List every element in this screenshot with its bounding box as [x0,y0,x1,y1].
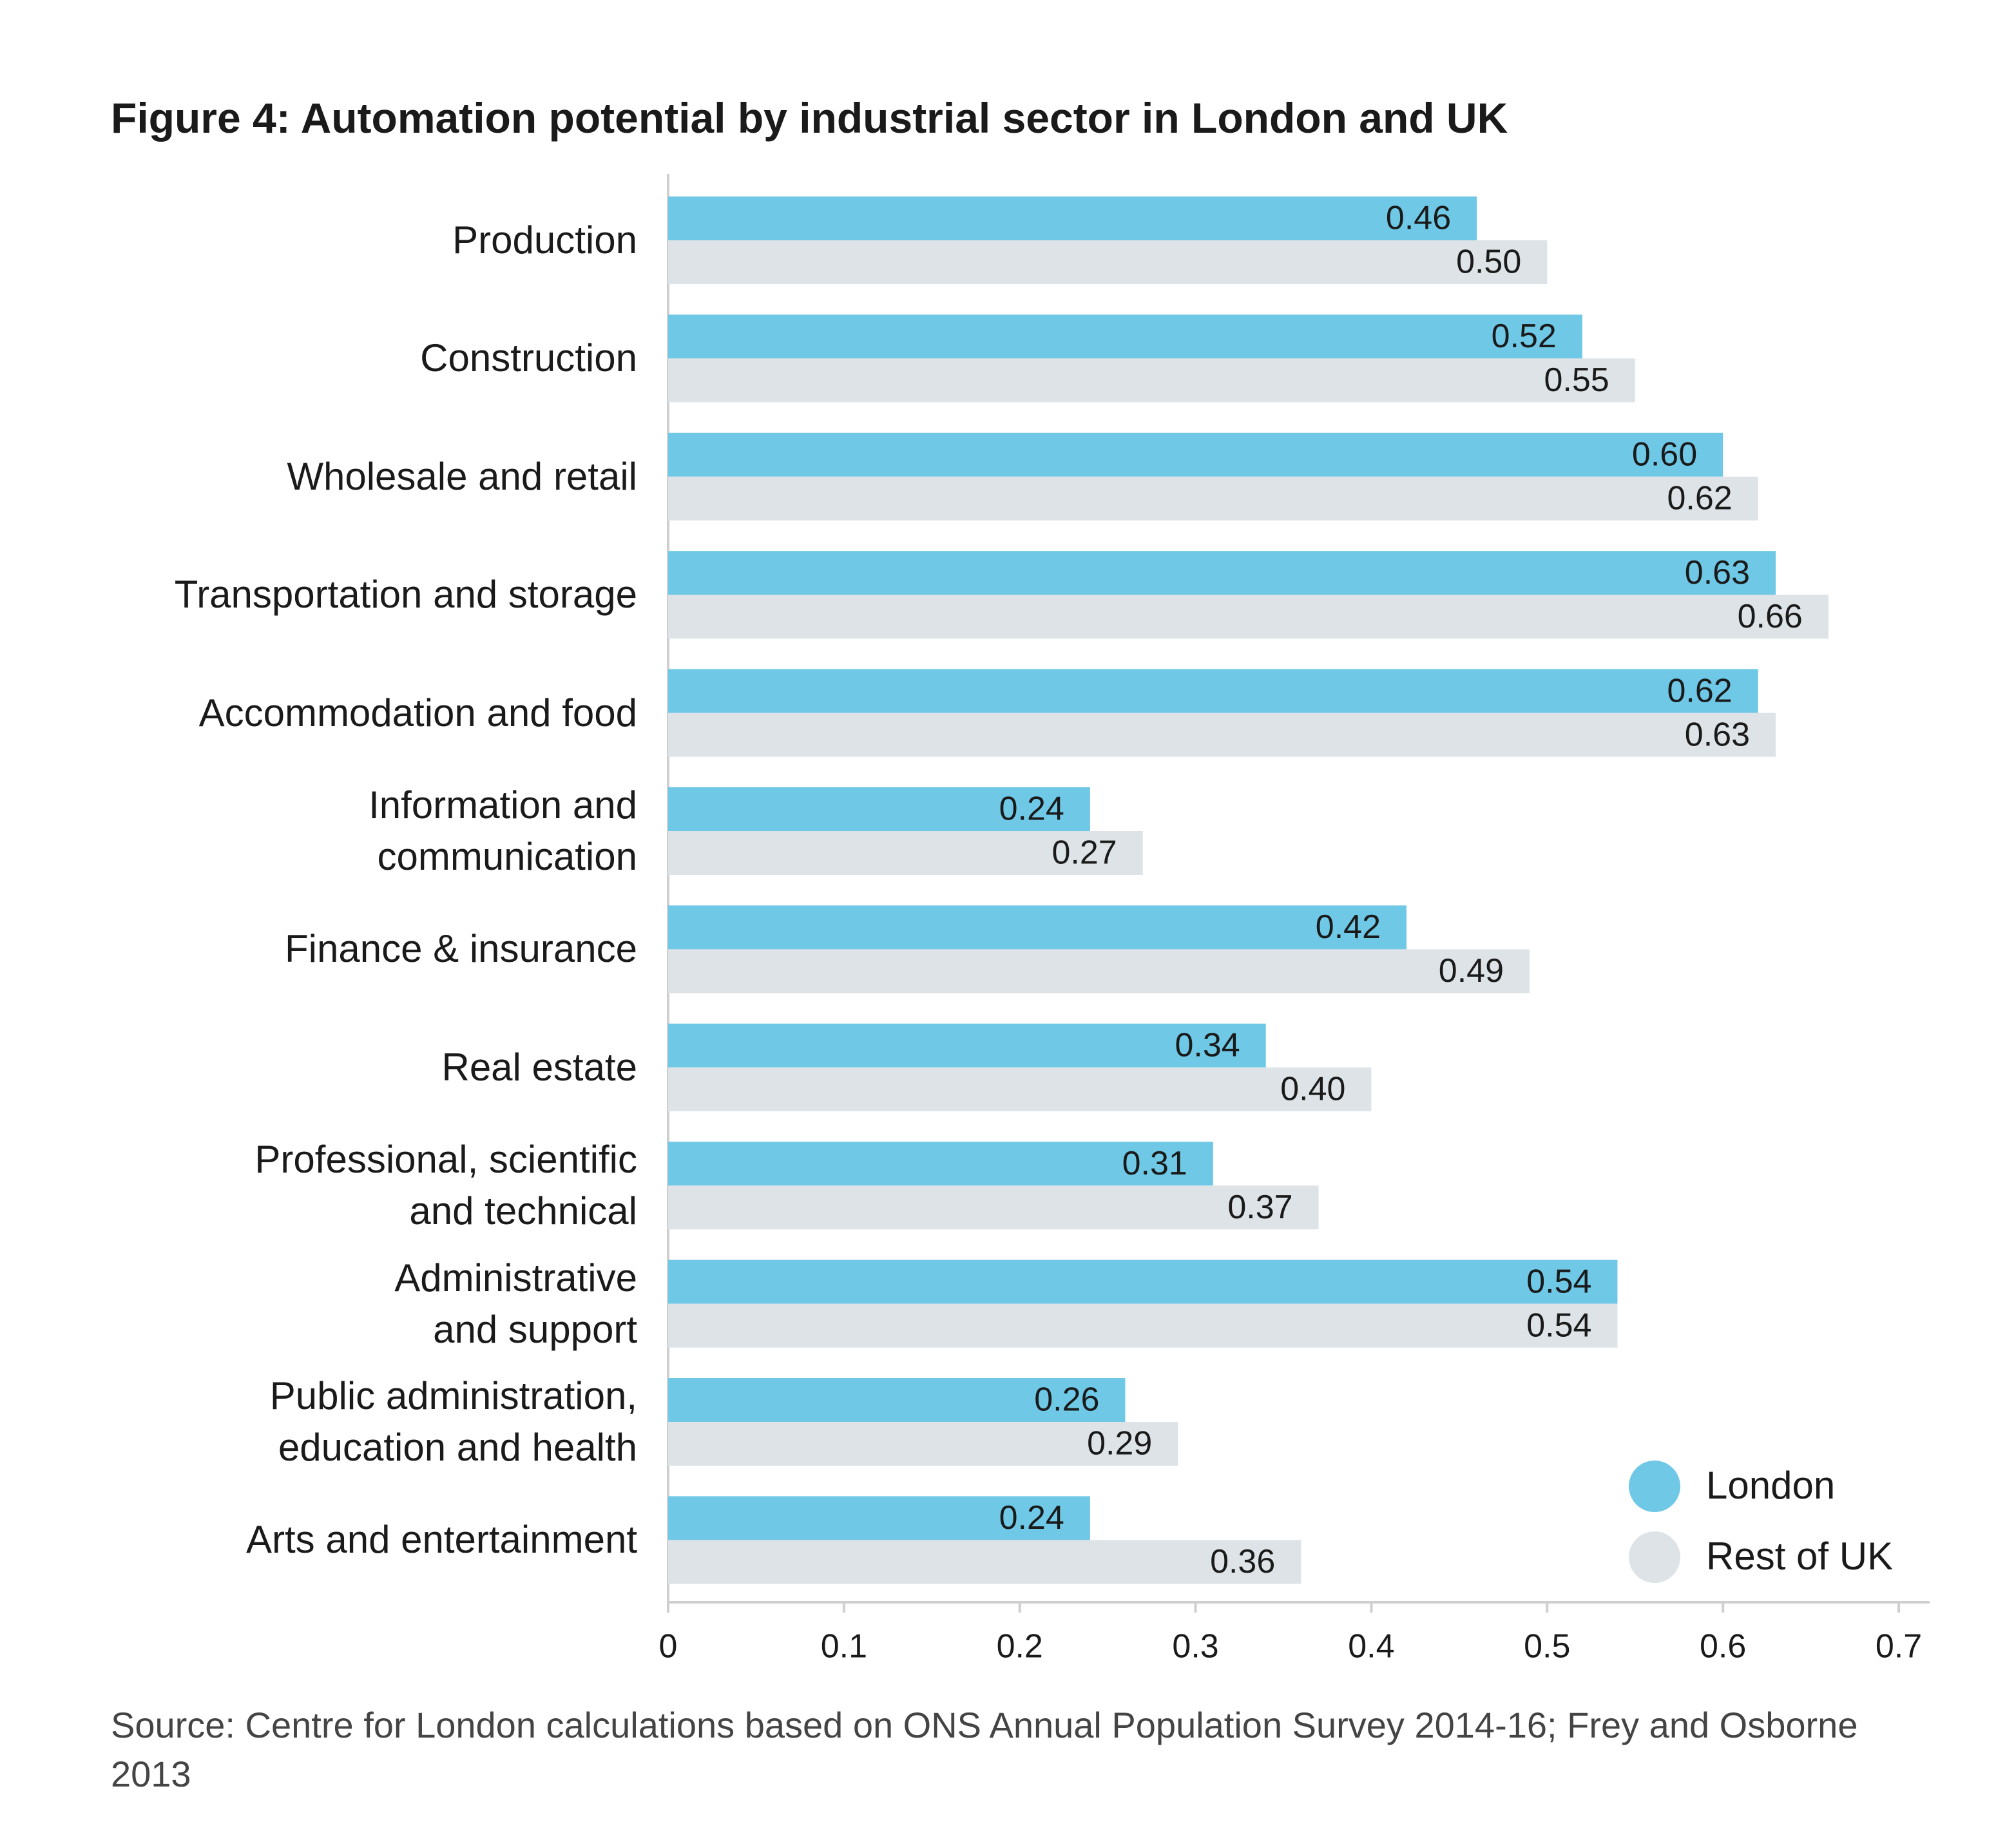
y-tick-label: Arts and entertainment [245,1518,637,1562]
bar [668,1067,1372,1111]
bar [668,1260,1618,1304]
value-label: 0.50 [1456,244,1521,281]
value-label: 0.66 [1738,598,1803,635]
value-label: 0.49 [1439,952,1504,990]
y-tick-label: Finance & insurance [285,927,637,971]
value-label: 0.55 [1544,361,1609,399]
source-note: Source: Centre for London calculations b… [111,1705,1858,1794]
value-label: 0.36 [1210,1543,1275,1580]
bar [668,1496,1090,1540]
x-tick-label: 0.7 [1876,1628,1922,1665]
bar [668,1378,1126,1422]
bar [668,1142,1213,1186]
chart-title: Figure 4: Automation potential by indust… [111,94,1508,142]
bar [668,831,1143,875]
bar [668,1540,1301,1584]
value-label: 0.60 [1632,436,1697,474]
legend-label: London [1706,1464,1835,1507]
bar [668,1303,1618,1348]
bar [668,196,1477,240]
value-label: 0.42 [1316,908,1381,946]
x-tick-label: 0.4 [1348,1628,1394,1665]
x-tick-label: 0 [659,1628,678,1665]
y-tick-label: Wholesale and retail [287,454,637,498]
bar [668,713,1776,757]
value-label: 0.34 [1175,1027,1240,1064]
value-label: 0.62 [1667,672,1732,709]
bar [668,787,1090,831]
value-label: 0.63 [1685,716,1750,753]
bar [668,595,1829,639]
bar [668,905,1406,950]
value-label: 0.54 [1526,1263,1591,1300]
bar [668,551,1776,595]
y-tick-label: Information and communication [369,783,637,878]
bar [668,1023,1266,1068]
bar [668,358,1635,403]
value-label: 0.24 [999,1499,1064,1537]
y-tick-label: Real estate [441,1045,637,1089]
bar [668,949,1530,993]
value-label: 0.24 [999,791,1064,828]
x-tick-label: 0.6 [1700,1628,1746,1665]
bar [668,1422,1178,1466]
y-tick-label: Accommodation and food [198,691,637,734]
value-label: 0.46 [1386,200,1451,237]
value-label: 0.62 [1667,480,1732,517]
y-tick-label: Production [452,218,637,262]
y-tick-label: Public administration, education and hea… [269,1374,637,1469]
value-label: 0.27 [1051,834,1117,872]
legend-marker [1629,1531,1680,1583]
y-tick-label: Transportation and storage [174,573,637,617]
value-label: 0.63 [1685,554,1750,591]
bar [668,432,1723,477]
x-tick-label: 0.3 [1172,1628,1218,1665]
y-tick-label: Administrative and support [394,1256,637,1351]
bar [668,476,1758,521]
x-tick-label: 0.5 [1524,1628,1570,1665]
value-label: 0.52 [1492,318,1557,355]
value-label: 0.31 [1122,1145,1187,1182]
value-label: 0.40 [1280,1071,1345,1108]
legend-label: Rest of UK [1706,1535,1893,1578]
y-tick-label: Construction [420,336,637,380]
x-tick-label: 0.2 [997,1628,1043,1665]
x-tick-label: 0.1 [821,1628,867,1665]
y-tick-label: Professional, scientific and technical [254,1138,637,1233]
value-label: 0.29 [1087,1425,1152,1462]
legend-marker [1629,1461,1680,1512]
bar [668,314,1582,359]
value-label: 0.54 [1526,1307,1591,1344]
bar [668,669,1758,713]
bar [668,1185,1319,1230]
value-label: 0.26 [1034,1381,1099,1419]
value-label: 0.37 [1227,1189,1292,1226]
bar [668,240,1548,284]
